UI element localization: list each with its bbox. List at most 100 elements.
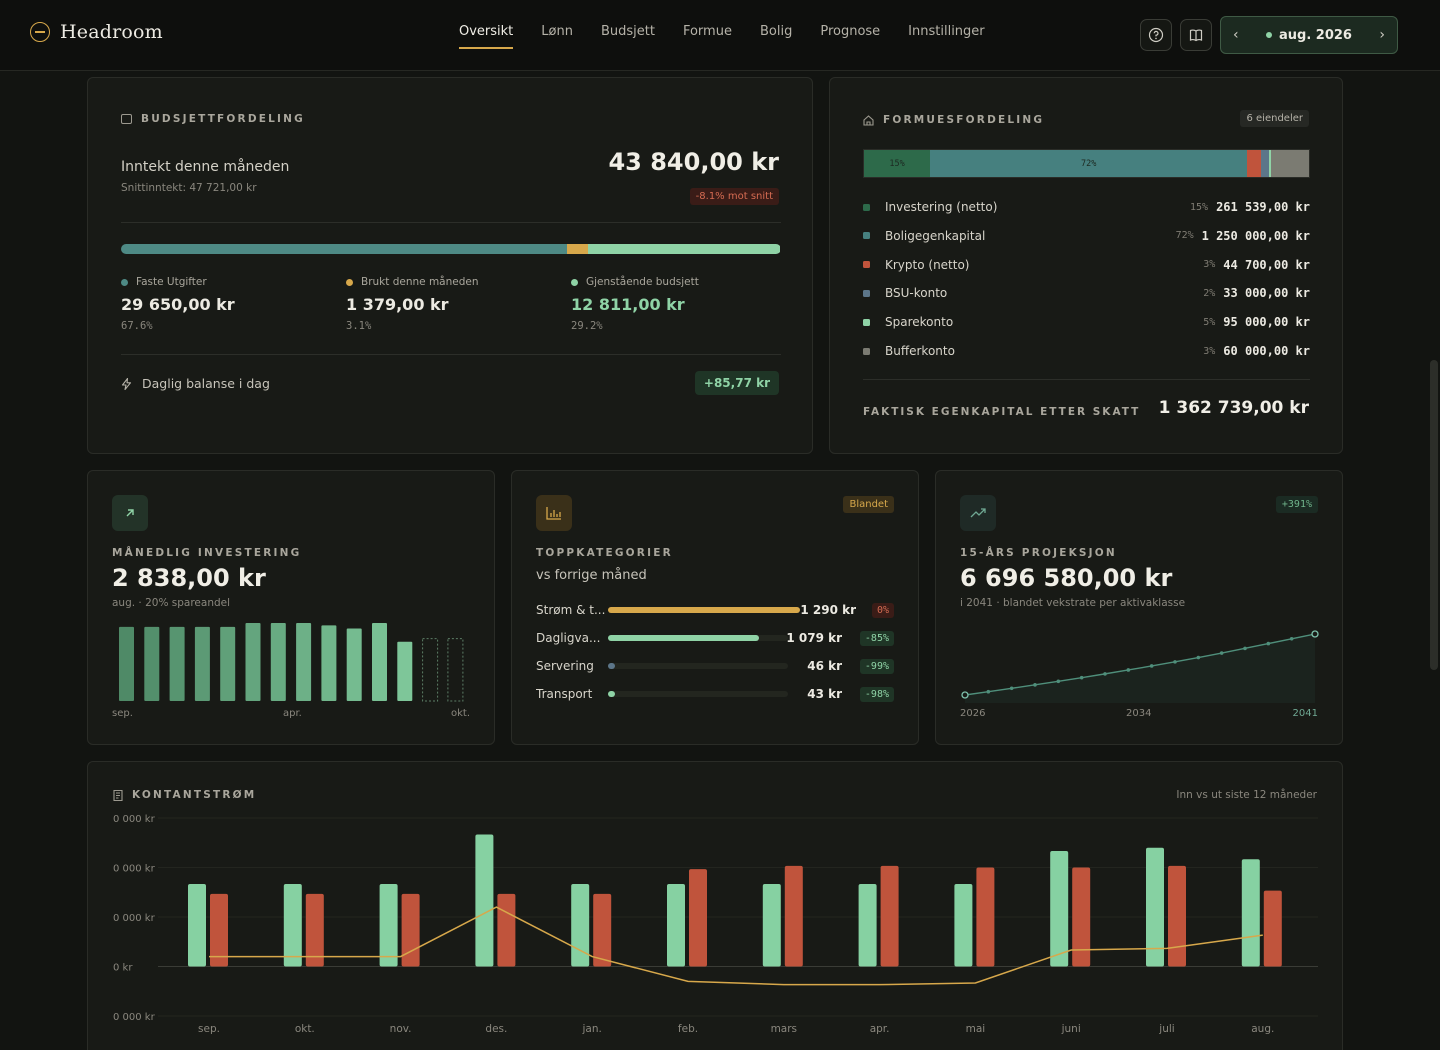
projection-point xyxy=(986,689,991,694)
cashflow-x-tick: aug. xyxy=(1251,1023,1274,1035)
monthly-investment-card: MÅNEDLIG INVESTERING 2 838,00 kr aug. · … xyxy=(87,470,495,745)
help-button[interactable] xyxy=(1140,19,1172,51)
wealth-bar-segment: 15% xyxy=(864,150,931,177)
wealth-bar-segment: 72% xyxy=(930,150,1248,177)
cashflow-bar-in xyxy=(188,884,206,967)
nav-item-bolig[interactable]: Bolig xyxy=(759,24,793,39)
stat-spent-label: Brukt denne måneden xyxy=(361,276,479,288)
category-amount: 46 kr xyxy=(807,659,842,673)
next-month-chevron-icon[interactable]: › xyxy=(1379,27,1385,43)
investment-bar xyxy=(372,623,387,701)
nav-item-lonn[interactable]: Lønn xyxy=(541,24,573,39)
category-amount: 1 079 kr xyxy=(786,631,842,645)
category-change: -85% xyxy=(859,630,894,646)
asset-value: 33 000,00 kr xyxy=(1223,286,1310,301)
investment-value: 2 838,00 kr xyxy=(112,564,266,592)
wealth-card-label: FORMUESFORDELING xyxy=(883,114,1045,126)
wealth-stacked-bar: 15% 72% xyxy=(863,149,1310,178)
projection-point xyxy=(1079,675,1084,680)
category-bar-fill xyxy=(608,691,616,697)
projection-point xyxy=(1289,636,1294,641)
current-month[interactable]: aug. 2026 xyxy=(1266,28,1352,43)
category-name: Servering xyxy=(536,659,594,673)
category-bar-track xyxy=(608,635,788,641)
stat-spent-pct: 3.1% xyxy=(346,320,372,332)
stat-spent: Brukt denne måneden 1 379,00 kr 3.1% xyxy=(346,276,479,332)
wealth-bar-segment xyxy=(1247,150,1261,177)
asset-row[interactable]: Sparekonto 5% 95 000,00 kr xyxy=(863,314,1310,330)
projection-point xyxy=(1149,664,1154,668)
asset-row[interactable]: Boligegenkapital 72% 1 250 000,00 kr xyxy=(863,228,1310,244)
asset-row[interactable]: Bufferkonto 3% 60 000,00 kr xyxy=(863,343,1310,359)
investment-bar xyxy=(169,626,185,701)
projection-point xyxy=(1126,668,1131,672)
projection-value: 6 696 580,00 kr xyxy=(960,564,1173,592)
wealth-distribution-card: FORMUESFORDELING 6 eiendeler 15% 72% Inve… xyxy=(829,77,1343,454)
asset-color-swatch xyxy=(863,289,870,297)
budget-bar xyxy=(121,244,781,254)
category-row[interactable]: Strøm & t... 1 290 kr 0% xyxy=(536,602,894,618)
investment-bar xyxy=(245,623,261,701)
projection-point xyxy=(1196,655,1201,660)
category-row[interactable]: Transport 43 kr -98% xyxy=(536,686,894,702)
previous-month-chevron-icon[interactable]: ‹ xyxy=(1233,27,1239,43)
stat-remaining-label: Gjenstående budsjett xyxy=(586,276,699,288)
investment-bar-chart xyxy=(119,623,464,702)
wealth-bar-segment xyxy=(1260,150,1270,177)
income-average: Snittinntekt: 47 721,00 kr xyxy=(121,182,257,194)
category-row[interactable]: Servering 46 kr -99% xyxy=(536,658,894,674)
nav-item-innstillinger[interactable]: Innstillinger xyxy=(908,24,985,39)
asset-value: 95 000,00 kr xyxy=(1223,315,1310,330)
asset-name: Bufferkonto xyxy=(885,344,955,358)
projection-line xyxy=(964,633,1316,696)
income-amount: 43 840,00 kr xyxy=(608,148,779,176)
cashflow-bar-out xyxy=(305,893,324,967)
nav-item-oversikt[interactable]: Oversikt xyxy=(459,24,514,49)
asset-pct: 72% xyxy=(1175,230,1194,242)
asset-count-badge: 6 eiendeler xyxy=(1240,110,1309,127)
page-scrollbar[interactable] xyxy=(1430,360,1438,670)
projection-label: 15-ÅRS PROJEKSJON xyxy=(960,547,1117,559)
asset-row[interactable]: Investering (netto) 15% 261 539,00 kr xyxy=(863,199,1310,215)
divider xyxy=(121,222,781,223)
projection-axis-end: 2041 xyxy=(1292,708,1318,719)
cashflow-bar-in xyxy=(283,884,302,967)
asset-row[interactable]: BSU-konto 2% 33 000,00 kr xyxy=(863,285,1310,301)
category-name: Strøm & t... xyxy=(536,603,606,617)
headroom-logo-icon xyxy=(30,22,50,42)
investment-bar xyxy=(119,626,134,701)
cashflow-x-tick: okt. xyxy=(295,1023,315,1035)
nav-item-prognose[interactable]: Prognose xyxy=(820,24,881,39)
cashflow-x-tick: mai xyxy=(966,1023,986,1035)
category-change: -98% xyxy=(859,686,894,702)
stat-fixed-pct: 67.6% xyxy=(121,320,153,332)
guide-button[interactable] xyxy=(1180,19,1212,51)
nav-item-formue[interactable]: Formue xyxy=(682,24,732,39)
fixed-dot xyxy=(121,278,128,286)
investment-axis-end: okt. xyxy=(450,708,470,719)
asset-name: BSU-konto xyxy=(885,286,948,301)
asset-row[interactable]: Krypto (netto) 3% 44 700,00 kr xyxy=(863,257,1310,273)
cashflow-x-tick: jan. xyxy=(582,1023,602,1035)
investment-icon-box xyxy=(112,495,148,531)
categories-label: TOPPKATEGORIER xyxy=(536,547,673,559)
cashflow-bar-in xyxy=(762,884,781,967)
nav-item-budsjett[interactable]: Budsjett xyxy=(600,24,655,39)
top-bar: Headroom Oversikt Lønn Budsjett Formue B… xyxy=(0,0,1440,71)
brand[interactable]: Headroom xyxy=(30,21,163,43)
category-row[interactable]: Dagligva... 1 079 kr -85% xyxy=(536,630,894,646)
equity-label: FAKTISK EGENKAPITAL ETTER SKATT xyxy=(863,406,1141,418)
asset-color-swatch xyxy=(863,203,870,211)
cashflow-bar-in xyxy=(379,884,398,967)
category-name: Dagligva... xyxy=(536,631,601,645)
budget-card-title: BUDSJETTFORDELING xyxy=(121,113,305,125)
cashflow-net-line xyxy=(209,906,1263,986)
equity-value: 1 362 739,00 kr xyxy=(1158,398,1309,418)
investment-bar xyxy=(296,623,312,701)
stat-spent-label-row: Brukt denne måneden xyxy=(346,276,479,288)
stat-fixed-label-row: Faste Utgifter xyxy=(121,276,235,288)
category-bar-track xyxy=(608,691,788,697)
asset-color-swatch xyxy=(863,261,870,269)
stat-remaining-value: 12 811,00 kr xyxy=(571,295,685,314)
investment-label: MÅNEDLIG INVESTERING xyxy=(112,547,302,559)
